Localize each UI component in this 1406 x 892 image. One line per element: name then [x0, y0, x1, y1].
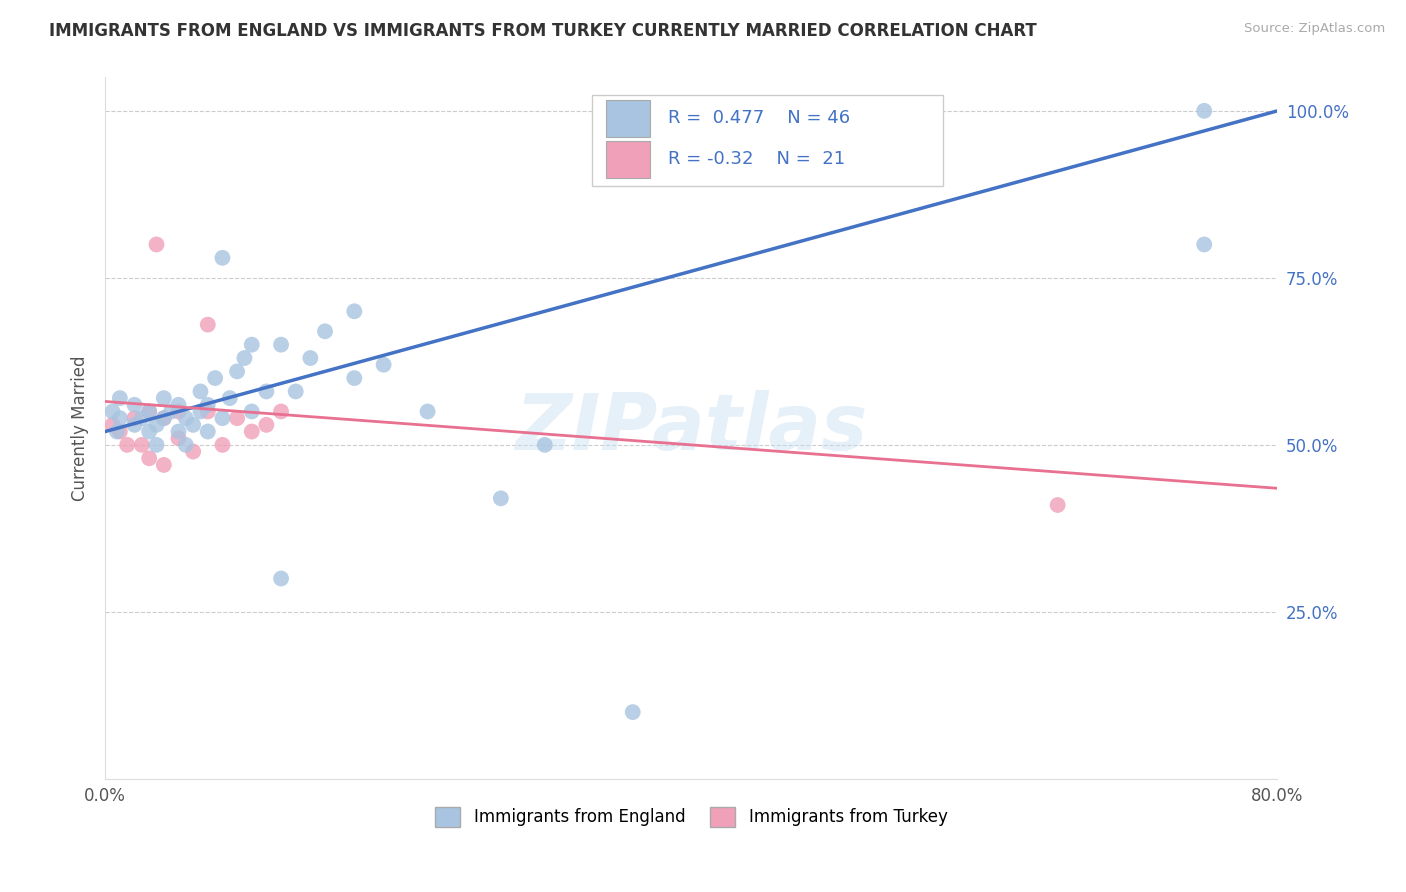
Point: [167, 425, 190, 439]
Point: [240, 425, 263, 439]
Point: [343, 304, 366, 318]
Point: [240, 337, 263, 351]
Point: [145, 438, 167, 452]
Point: [138, 404, 160, 418]
Text: IMMIGRANTS FROM ENGLAND VS IMMIGRANTS FROM TURKEY CURRENTLY MARRIED CORRELATION : IMMIGRANTS FROM ENGLAND VS IMMIGRANTS FR…: [49, 22, 1038, 40]
Point: [218, 391, 240, 405]
Y-axis label: Currently Married: Currently Married: [72, 355, 89, 501]
Point: [153, 411, 176, 425]
Point: [284, 384, 307, 399]
Point: [254, 384, 277, 399]
Point: [153, 458, 176, 472]
Text: ZIPatlas: ZIPatlas: [515, 390, 868, 467]
Point: [1192, 237, 1215, 252]
Point: [1192, 103, 1215, 118]
FancyBboxPatch shape: [606, 141, 651, 178]
FancyBboxPatch shape: [606, 100, 651, 137]
Point: [167, 431, 190, 445]
Point: [226, 364, 249, 378]
Point: [105, 425, 128, 439]
Point: [181, 417, 204, 432]
Point: [145, 417, 167, 432]
Text: R =  0.477    N = 46: R = 0.477 N = 46: [668, 110, 851, 128]
Point: [489, 491, 512, 506]
Point: [181, 444, 204, 458]
Point: [190, 404, 212, 418]
Point: [190, 384, 212, 399]
Point: [211, 438, 233, 452]
Point: [174, 411, 197, 425]
Point: [108, 391, 131, 405]
Point: [124, 411, 146, 425]
Point: [115, 438, 138, 452]
Point: [108, 425, 131, 439]
Point: [233, 351, 256, 365]
Point: [226, 411, 249, 425]
Point: [533, 438, 555, 452]
Point: [299, 351, 322, 365]
Point: [145, 237, 167, 252]
Point: [174, 438, 197, 452]
Legend: Immigrants from England, Immigrants from Turkey: Immigrants from England, Immigrants from…: [429, 800, 955, 834]
Point: [211, 411, 233, 425]
Point: [343, 371, 366, 385]
Point: [197, 318, 219, 332]
Point: [160, 404, 183, 418]
Point: [108, 411, 131, 425]
Point: [197, 398, 219, 412]
Point: [270, 572, 292, 586]
Point: [138, 451, 160, 466]
Point: [138, 425, 160, 439]
Point: [314, 324, 336, 338]
Point: [254, 417, 277, 432]
Point: [270, 337, 292, 351]
Point: [621, 705, 644, 719]
Point: [101, 417, 124, 432]
Point: [197, 404, 219, 418]
Point: [138, 404, 160, 418]
Point: [153, 391, 176, 405]
Point: [153, 411, 176, 425]
Point: [270, 404, 292, 418]
Point: [131, 411, 153, 425]
Point: [124, 417, 146, 432]
Point: [197, 425, 219, 439]
Point: [167, 398, 190, 412]
Text: R = -0.32    N =  21: R = -0.32 N = 21: [668, 150, 845, 169]
Point: [131, 438, 153, 452]
Point: [373, 358, 395, 372]
Point: [101, 404, 124, 418]
Point: [124, 398, 146, 412]
Point: [211, 251, 233, 265]
Point: [1046, 498, 1069, 512]
Point: [240, 404, 263, 418]
Point: [167, 404, 190, 418]
FancyBboxPatch shape: [592, 95, 943, 186]
Point: [416, 404, 439, 418]
Point: [204, 371, 226, 385]
Text: Source: ZipAtlas.com: Source: ZipAtlas.com: [1244, 22, 1385, 36]
